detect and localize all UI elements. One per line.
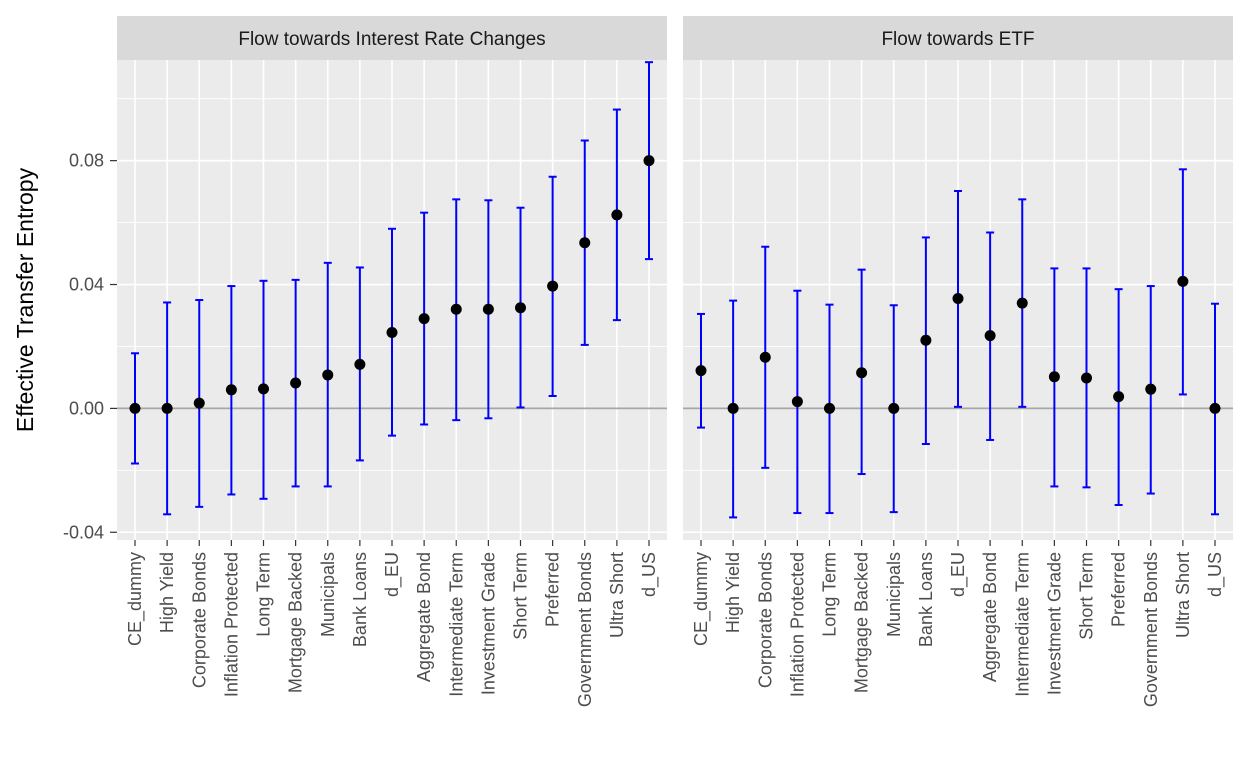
y-axis-label: Effective Transfer Entropy (12, 167, 38, 432)
x-tick-label: Investment Grade (1044, 552, 1064, 695)
panel-2: Flow towards ETF CE_dummy High Yield Corpor… (683, 16, 1233, 707)
facet-strip (117, 16, 667, 60)
panel-1: Flow towards Interest Rate Changes CE_dum… (117, 16, 667, 707)
x-tick-label: Short Term (1077, 552, 1097, 640)
data-point (418, 313, 430, 325)
y-tick-label: -0.04 (63, 522, 104, 542)
x-tick-label: Aggregate Bond (980, 552, 1000, 682)
data-point (547, 280, 559, 292)
data-point (643, 155, 655, 167)
data-point (482, 303, 494, 315)
y-tick-label: 0.04 (69, 275, 104, 295)
x-tick-label: Mortgage Backed (852, 552, 872, 693)
data-point (791, 396, 803, 408)
data-point (1016, 297, 1028, 309)
x-tick-label: Government Bonds (575, 552, 595, 707)
x-tick-label: d_US (1205, 552, 1226, 597)
facet-title: Flow towards Interest Rate Changes (238, 29, 545, 50)
x-tick-label: CE_dummy (125, 552, 146, 646)
x-tick-label: High Yield (157, 552, 177, 633)
x-tick-label: Municipals (318, 552, 338, 637)
x-tick-label: Investment Grade (478, 552, 498, 695)
data-point (129, 402, 141, 414)
x-tick-label: Inflation Protected (787, 552, 807, 697)
data-point (695, 365, 707, 377)
x-tick-label: d_EU (382, 552, 403, 597)
y-tick-label: 0.00 (69, 398, 104, 418)
x-tick-label: Intermediate Term (446, 552, 466, 697)
data-point (1145, 383, 1157, 395)
x-tick-label: Bank Loans (916, 552, 936, 647)
x-tick-label: Ultra Short (607, 552, 627, 638)
data-point (1177, 275, 1189, 287)
x-tick-label: CE_dummy (691, 552, 712, 646)
x-tick-label: d_EU (948, 552, 969, 597)
data-point (888, 402, 900, 414)
x-tick-label: Preferred (543, 552, 563, 627)
x-tick-label: Bank Loans (350, 552, 370, 647)
data-point (1048, 371, 1060, 383)
data-point (579, 237, 591, 249)
data-point (856, 367, 868, 379)
x-tick-label: Government Bonds (1141, 552, 1161, 707)
data-point (727, 402, 739, 414)
data-point (1081, 372, 1092, 384)
data-point (920, 334, 932, 346)
data-point (450, 303, 462, 315)
data-point (952, 292, 964, 304)
x-tick-label: Ultra Short (1173, 552, 1193, 638)
data-point (515, 302, 526, 314)
x-tick-label: Preferred (1109, 552, 1129, 627)
data-point (386, 327, 398, 339)
x-tick-label: d_US (639, 552, 660, 597)
data-point (290, 377, 302, 389)
x-tick-label: Long Term (254, 552, 274, 637)
panels: -0.04 0.00 0.04 0.08 Flow towards Interest R… (63, 16, 1233, 707)
x-tick-label: Mortgage Backed (286, 552, 306, 693)
x-tick-label: Intermediate Term (1012, 552, 1032, 697)
data-point (225, 384, 237, 396)
y-tick-label: 0.08 (69, 151, 104, 171)
data-point (193, 397, 205, 409)
x-tick-label: Corporate Bonds (755, 552, 775, 688)
x-tick-label: Corporate Bonds (189, 552, 209, 688)
x-tick-label: High Yield (723, 552, 743, 633)
data-point (322, 369, 334, 381)
data-point (161, 402, 173, 414)
x-tick-label: Long Term (820, 552, 840, 637)
data-point (258, 383, 269, 395)
x-tick-label: Inflation Protected (221, 552, 241, 697)
x-tick-label: Short Term (511, 552, 531, 640)
facet-strip (683, 16, 1233, 60)
x-tick-label: Municipals (884, 552, 904, 637)
data-point (611, 209, 623, 221)
data-point (1209, 402, 1221, 414)
x-tick-label: Aggregate Bond (414, 552, 434, 682)
data-point (1113, 391, 1125, 403)
data-point (759, 351, 771, 363)
facet-title: Flow towards ETF (881, 29, 1034, 50)
data-point (824, 402, 835, 414)
data-point (354, 358, 366, 370)
data-point (984, 330, 996, 342)
